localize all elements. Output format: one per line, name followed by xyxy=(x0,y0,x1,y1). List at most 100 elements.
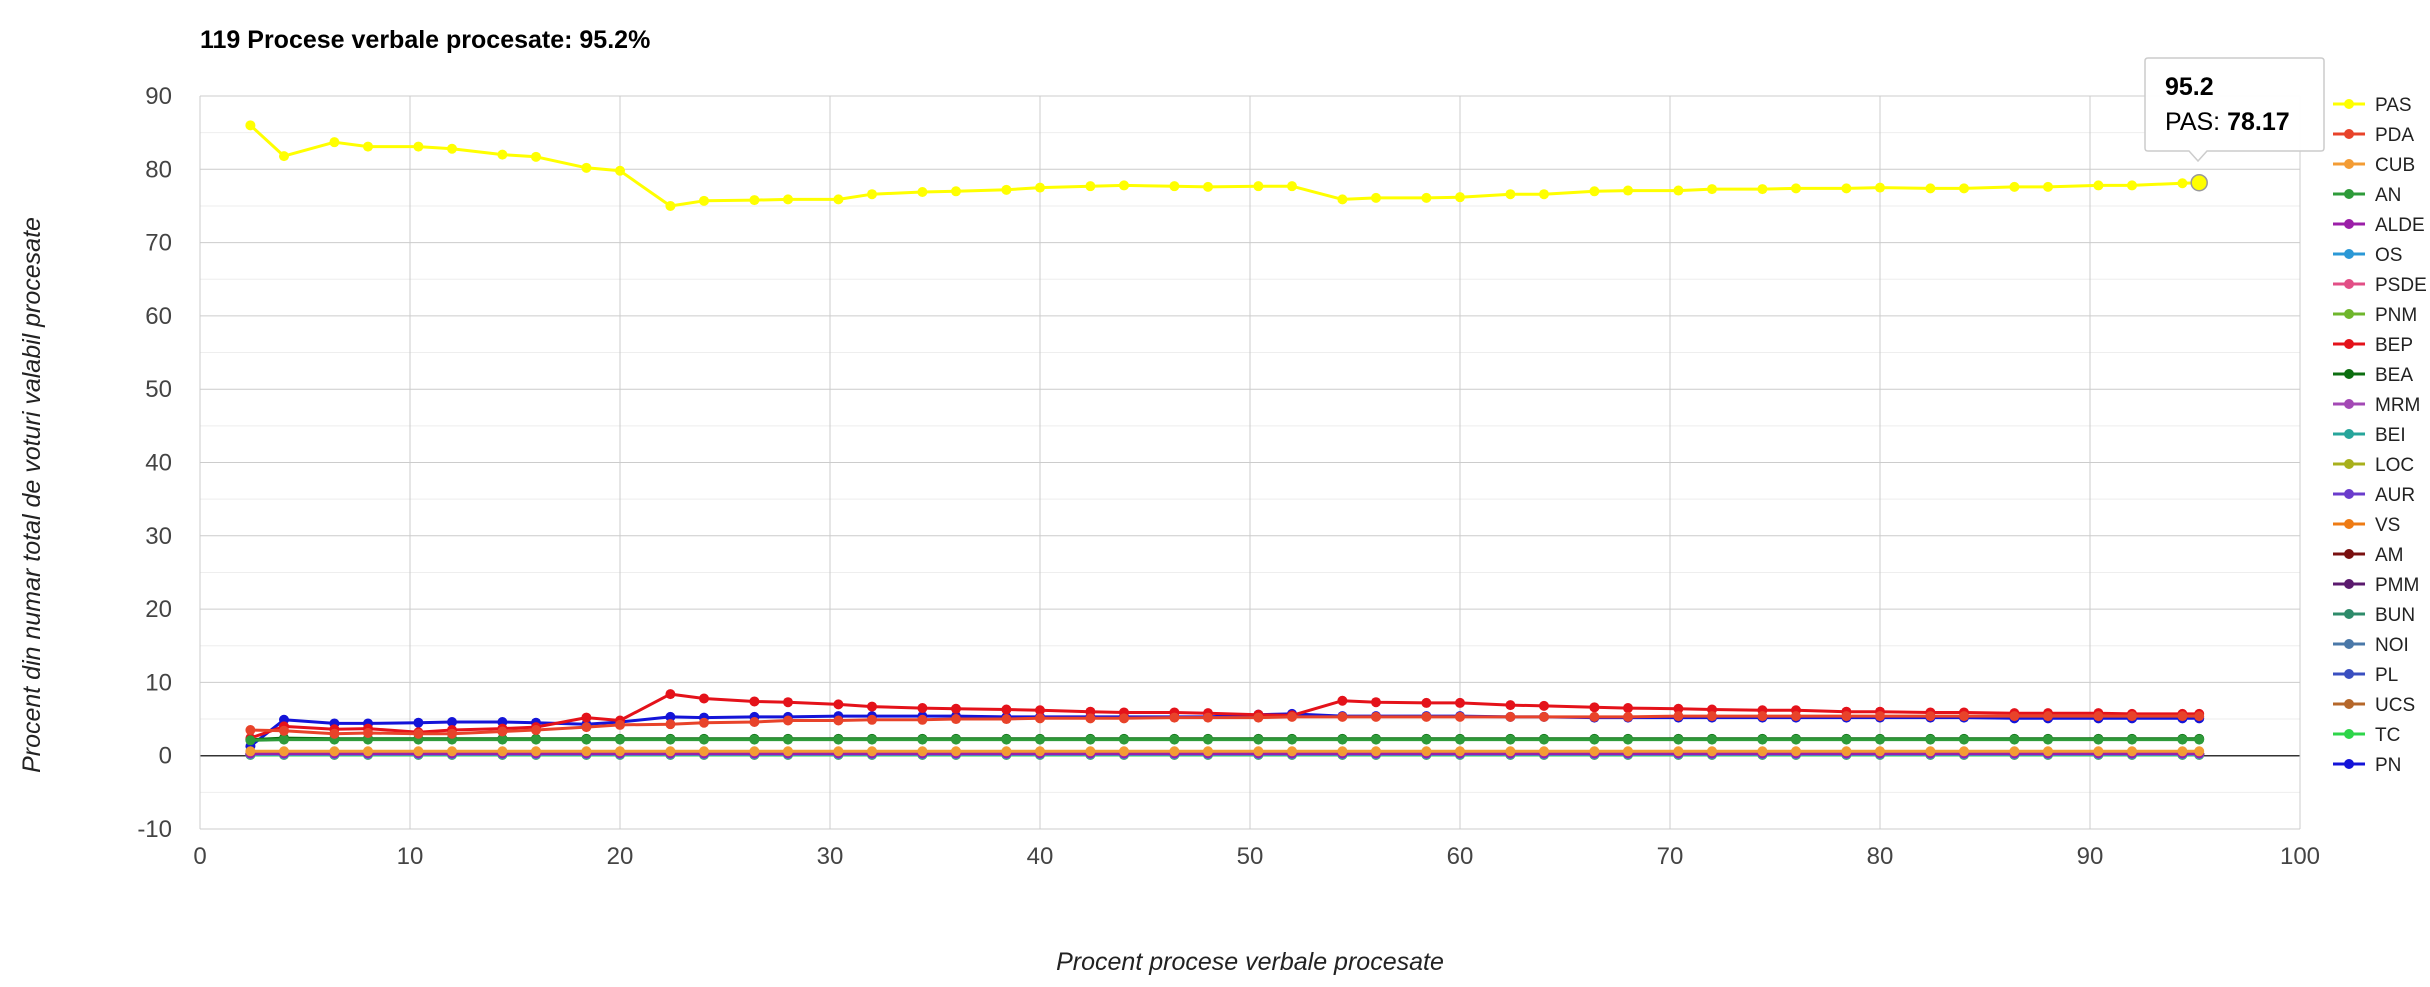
data-point-cub[interactable] xyxy=(1757,746,1768,757)
data-point-pas[interactable] xyxy=(1337,194,1348,205)
data-point-an[interactable] xyxy=(1875,734,1885,745)
legend-item-loc[interactable]: LOC xyxy=(2333,455,2414,476)
data-point-bep[interactable] xyxy=(917,703,928,714)
data-point-an[interactable] xyxy=(1673,734,1684,745)
legend-item-pda[interactable]: PDA xyxy=(2333,125,2414,146)
data-point-pda[interactable] xyxy=(749,716,760,727)
data-point-an[interactable] xyxy=(1085,734,1096,745)
data-point-an[interactable] xyxy=(951,734,961,745)
data-point-an[interactable] xyxy=(2093,734,2104,745)
data-point-cub[interactable] xyxy=(1673,746,1684,757)
data-point-pas[interactable] xyxy=(1253,181,1264,192)
legend-item-pn[interactable]: PN xyxy=(2333,755,2401,776)
data-point-an[interactable] xyxy=(1203,734,1213,745)
data-point-pda[interactable] xyxy=(1421,711,1432,722)
data-point-bep[interactable] xyxy=(665,689,676,700)
data-point-pda[interactable] xyxy=(1169,712,1180,723)
data-point-cub[interactable] xyxy=(279,746,289,757)
data-point-cub[interactable] xyxy=(917,746,928,757)
data-point-cub[interactable] xyxy=(699,746,709,757)
data-point-bep[interactable] xyxy=(1001,704,1012,715)
data-point-pas[interactable] xyxy=(1085,181,1096,192)
data-point-pda[interactable] xyxy=(615,719,625,730)
data-point-pda[interactable] xyxy=(1455,711,1465,722)
data-point-pas[interactable] xyxy=(749,195,760,206)
data-point-pas[interactable] xyxy=(1119,180,1129,191)
data-point-pas[interactable] xyxy=(447,143,457,154)
data-point-pda[interactable] xyxy=(1371,711,1381,722)
data-point-cub[interactable] xyxy=(1421,746,1432,757)
data-point-pda[interactable] xyxy=(413,728,424,739)
data-point-pas[interactable] xyxy=(245,120,256,131)
data-point-cub[interactable] xyxy=(1035,746,1045,757)
data-point-pas[interactable] xyxy=(1287,181,1297,192)
data-point-pas[interactable] xyxy=(1505,189,1516,200)
data-point-an[interactable] xyxy=(1791,734,1801,745)
data-point-pda[interactable] xyxy=(1203,712,1213,723)
legend-item-alde[interactable]: ALDE xyxy=(2333,215,2425,236)
data-point-bep[interactable] xyxy=(749,696,760,707)
data-point-cub[interactable] xyxy=(665,746,676,757)
data-point-bep[interactable] xyxy=(783,697,793,708)
data-point-pas[interactable] xyxy=(329,137,340,148)
data-point-cub[interactable] xyxy=(1119,746,1129,757)
data-point-pda[interactable] xyxy=(497,726,508,737)
legend-item-bea[interactable]: BEA xyxy=(2333,365,2413,386)
data-point-pda[interactable] xyxy=(1589,711,1600,722)
data-point-an[interactable] xyxy=(1337,734,1348,745)
data-point-cub[interactable] xyxy=(1707,746,1717,757)
data-point-pas[interactable] xyxy=(1371,192,1381,203)
data-point-cub[interactable] xyxy=(2194,746,2205,757)
data-point-an[interactable] xyxy=(1505,734,1516,745)
data-point-pda[interactable] xyxy=(699,717,709,728)
data-point-pas[interactable] xyxy=(2093,180,2104,191)
data-point-an[interactable] xyxy=(1707,734,1717,745)
data-point-pda[interactable] xyxy=(1707,711,1717,722)
legend-item-pmm[interactable]: PMM xyxy=(2333,575,2419,596)
data-point-pas[interactable] xyxy=(867,189,877,200)
data-point-pas[interactable] xyxy=(1589,186,1600,197)
data-point-cub[interactable] xyxy=(1085,746,1096,757)
data-point-bep[interactable] xyxy=(699,693,709,704)
data-point-pas[interactable] xyxy=(1875,182,1885,193)
data-point-bep[interactable] xyxy=(1421,697,1432,708)
data-point-pda[interactable] xyxy=(2093,711,2104,722)
data-point-an[interactable] xyxy=(2009,734,2020,745)
data-point-pas[interactable] xyxy=(2177,178,2188,189)
data-point-pas[interactable] xyxy=(1623,185,1633,196)
data-point-an[interactable] xyxy=(245,735,256,746)
data-point-pda[interactable] xyxy=(245,725,256,736)
data-point-pas[interactable] xyxy=(2009,181,2020,192)
data-point-bep[interactable] xyxy=(867,701,877,712)
data-point-cub[interactable] xyxy=(447,746,457,757)
data-point-an[interactable] xyxy=(1253,734,1264,745)
data-point-pas[interactable] xyxy=(531,151,541,162)
data-point-pas[interactable] xyxy=(2127,180,2137,191)
data-point-pda[interactable] xyxy=(1925,711,1936,722)
data-point-pda[interactable] xyxy=(1085,713,1096,724)
data-point-pda[interactable] xyxy=(1623,711,1633,722)
data-point-pda[interactable] xyxy=(531,725,541,736)
data-point-pda[interactable] xyxy=(2043,711,2053,722)
data-point-cub[interactable] xyxy=(2127,746,2137,757)
data-point-an[interactable] xyxy=(1757,734,1768,745)
data-point-cub[interactable] xyxy=(329,746,340,757)
data-point-an[interactable] xyxy=(2194,734,2205,745)
legend-item-mrm[interactable]: MRM xyxy=(2333,395,2420,416)
legend-item-vs[interactable]: VS xyxy=(2333,515,2400,536)
data-point-pda[interactable] xyxy=(1035,713,1045,724)
data-point-an[interactable] xyxy=(783,734,793,745)
data-point-pda[interactable] xyxy=(1505,711,1516,722)
data-point-bep[interactable] xyxy=(1589,702,1600,713)
data-point-an[interactable] xyxy=(1371,734,1381,745)
data-point-pda[interactable] xyxy=(1757,711,1768,722)
data-point-an[interactable] xyxy=(1287,734,1297,745)
data-point-pas[interactable] xyxy=(2043,181,2053,192)
data-point-an[interactable] xyxy=(1119,734,1129,745)
legend-item-aur[interactable]: AUR xyxy=(2333,485,2415,506)
data-point-an[interactable] xyxy=(497,734,508,745)
legend-item-pnm[interactable]: PNM xyxy=(2333,305,2417,326)
data-point-pas[interactable] xyxy=(497,149,508,160)
data-point-an[interactable] xyxy=(1035,734,1045,745)
data-point-pn[interactable] xyxy=(447,716,457,727)
